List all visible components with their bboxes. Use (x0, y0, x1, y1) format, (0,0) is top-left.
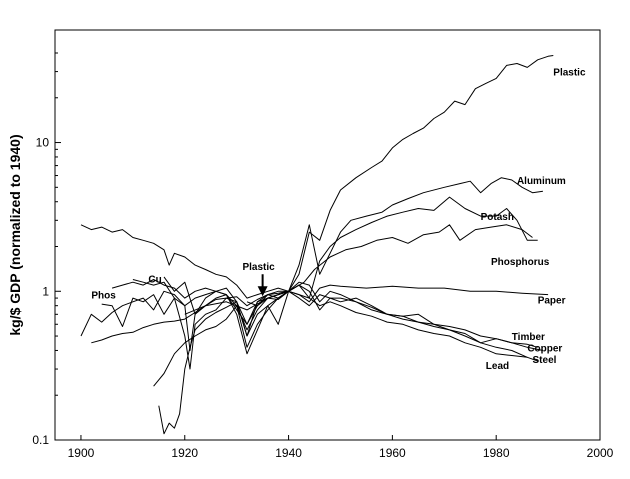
series-label-phos: Phos (91, 291, 116, 302)
y-tick-label: 10 (36, 136, 50, 150)
series-label-steel: Steel (533, 355, 557, 366)
series-line-phos (101, 290, 289, 370)
y-axis-label: kg/$ GDP (normalized to 1940) (7, 134, 23, 335)
annotations: Plastic (242, 262, 275, 297)
series-line-phosphorus (184, 224, 533, 315)
x-tick-label: 1900 (68, 446, 95, 460)
series-label-paper: Paper (538, 296, 566, 307)
series-labels: Plastic Aluminum Potash Phosphorus Paper Timb… (91, 68, 586, 372)
annotation-label: Plastic (242, 262, 275, 273)
series-line-copper (132, 279, 538, 348)
series-line-potash (158, 196, 538, 435)
x-tick-label: 1960 (379, 446, 406, 460)
series-line-plastic (246, 55, 554, 307)
series-label-timber: Timber (512, 332, 545, 343)
plot-frame (54, 29, 601, 441)
x-axis: 1900 1920 1940 1960 1980 2000 (68, 435, 614, 460)
y-tick-label: 0.1 (32, 433, 49, 447)
series-label-phosphorus: Phosphorus (491, 257, 550, 268)
x-tick-label: 1940 (275, 446, 302, 460)
series-line-cu (163, 276, 289, 325)
x-tick-label: 2000 (587, 446, 614, 460)
series-label-copper: Copper (527, 343, 562, 354)
series-line-steel (80, 284, 538, 362)
series-label-plastic: Plastic (553, 68, 586, 79)
x-tick-label: 1980 (483, 446, 510, 460)
annotation-arrow-head (257, 286, 268, 297)
series-layer (80, 55, 554, 435)
y-tick-label: 1 (42, 284, 49, 298)
series-label-aluminum: Aluminum (517, 176, 566, 187)
series-label-cu: Cu (148, 274, 161, 285)
y-axis: 0.1 1 10 (32, 52, 61, 447)
series-label-potash: Potash (481, 212, 514, 223)
series-line-timber (80, 224, 544, 351)
series-line-paper (91, 284, 549, 344)
series-label-lead: Lead (486, 361, 509, 372)
series-line-aluminum (153, 177, 543, 387)
x-tick-label: 1920 (171, 446, 198, 460)
